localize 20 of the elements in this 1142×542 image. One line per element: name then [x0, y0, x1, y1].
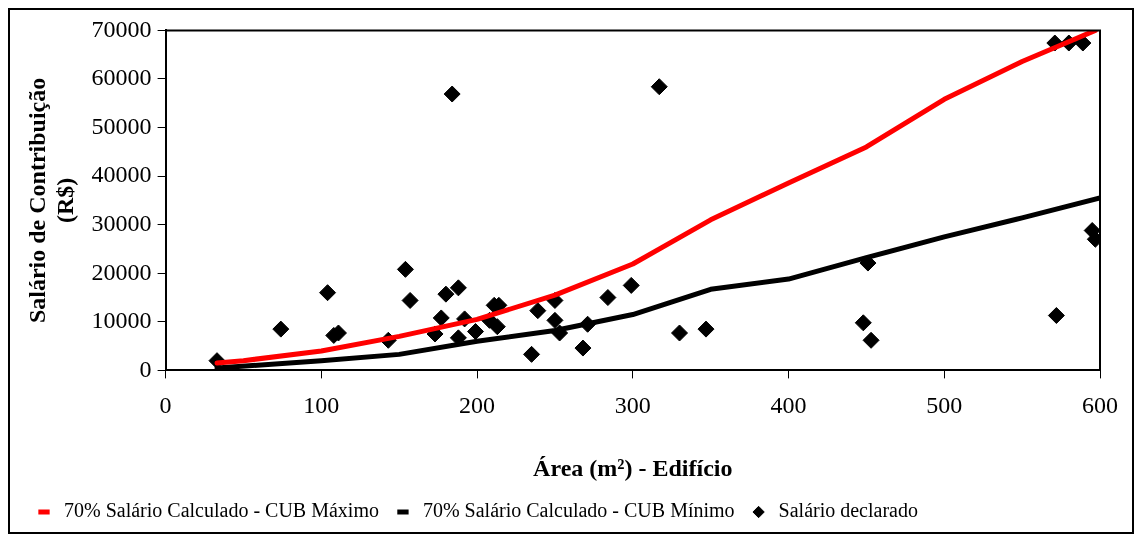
x-axis-title: Área (m²) - Edifício [533, 454, 733, 481]
x-tick-label: 200 [459, 392, 496, 419]
x-tick-label: 400 [770, 392, 807, 419]
y-axis-title: Salário de Contribuição (R$) [23, 77, 79, 324]
y-tick-label: 70000 [91, 15, 152, 42]
y-tick-label: 0 [139, 355, 152, 382]
y-tick-label: 60000 [91, 64, 152, 91]
legend-label: 70% Salário Calculado - CUB Mínimo [422, 499, 735, 522]
y-tick-label: 40000 [91, 161, 152, 188]
legend-label: 70% Salário Calculado - CUB Máximo [64, 499, 379, 522]
x-tick-label: 600 [1082, 392, 1118, 419]
x-tick-label: 300 [614, 392, 651, 419]
y-tick-label: 20000 [91, 258, 152, 285]
x-tick-label: 0 [159, 392, 172, 419]
y-tick-label: 30000 [91, 209, 152, 236]
x-tick-label: 100 [303, 392, 340, 419]
y-tick-label: 10000 [91, 307, 152, 334]
legend-label: Salário declarado [778, 499, 918, 522]
y-tick-label: 50000 [91, 112, 152, 139]
x-tick-label: 500 [926, 392, 963, 419]
